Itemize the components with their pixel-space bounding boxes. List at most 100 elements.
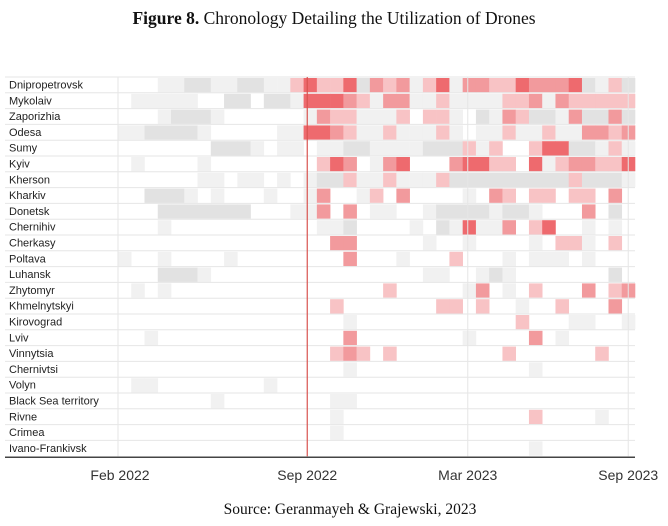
heatmap-cell xyxy=(542,93,556,109)
heatmap-cell xyxy=(157,267,172,282)
heatmap-cell xyxy=(197,109,212,124)
heatmap-cell xyxy=(502,267,516,282)
heatmap-cell xyxy=(581,157,596,172)
heatmap-cell xyxy=(528,125,543,140)
heatmap-cell xyxy=(237,78,251,93)
heatmap-cell xyxy=(528,409,543,425)
heatmap-cell xyxy=(356,109,371,124)
row-label: Chernihiv xyxy=(9,222,56,234)
heatmap-cell xyxy=(409,220,424,235)
row-label: Kirovograd xyxy=(9,317,62,329)
heatmap-cell xyxy=(144,125,159,140)
heatmap-cell xyxy=(184,93,198,109)
row-label: Odesa xyxy=(9,127,42,139)
heatmap-cell xyxy=(581,78,596,93)
heatmap-cell xyxy=(343,78,357,93)
heatmap-cell xyxy=(356,93,371,109)
heatmap-cell xyxy=(396,251,410,267)
heatmap-cell xyxy=(475,93,490,109)
heatmap-cell xyxy=(462,188,477,203)
heatmap-cell xyxy=(528,283,543,298)
heatmap-cell xyxy=(316,172,331,188)
heatmap-cell xyxy=(197,125,212,140)
heatmap-cell xyxy=(210,141,225,156)
heatmap-cell xyxy=(303,93,318,109)
heatmap-cell xyxy=(383,157,397,172)
heatmap-cell xyxy=(475,204,490,219)
heatmap-cell xyxy=(475,283,490,298)
heatmap-cell xyxy=(184,204,198,219)
heatmap-cell xyxy=(316,220,331,235)
heatmap-cell xyxy=(502,109,516,124)
heatmap-cell xyxy=(330,109,344,124)
heatmap-cell xyxy=(608,188,623,203)
heatmap-cell xyxy=(581,109,596,124)
heatmap-cell xyxy=(462,220,477,235)
heatmap-cell xyxy=(542,109,556,124)
heatmap-cell xyxy=(515,109,530,124)
heatmap-cell xyxy=(515,78,530,93)
heatmap-cell xyxy=(542,141,556,156)
heatmap-cell xyxy=(489,267,503,282)
heatmap-cell xyxy=(555,93,570,109)
heatmap-cell xyxy=(608,157,623,172)
heatmap-cell xyxy=(263,78,278,93)
heatmap-cell xyxy=(528,157,543,172)
heatmap-cell xyxy=(449,204,463,219)
heatmap-cell xyxy=(581,125,596,140)
heatmap-cell xyxy=(515,172,530,188)
heatmap-cell xyxy=(608,204,623,219)
heatmap-cell xyxy=(608,299,623,314)
heatmap-cell xyxy=(369,157,384,172)
heatmap-cell xyxy=(356,78,371,93)
heatmap-cell xyxy=(555,172,570,188)
heatmap-cell xyxy=(369,78,384,93)
heatmap-cell xyxy=(131,125,145,140)
heatmap-cell xyxy=(369,188,384,203)
heatmap-cell xyxy=(343,204,357,219)
heatmap-cell xyxy=(436,172,450,188)
heatmap-cell xyxy=(383,204,397,219)
heatmap-cell xyxy=(449,78,463,93)
heatmap-cell xyxy=(396,157,410,172)
heatmap-cell xyxy=(171,78,185,93)
heatmap-cell xyxy=(555,78,570,93)
heatmap-cell xyxy=(462,157,477,172)
heatmap-cell xyxy=(449,93,463,109)
heatmap-cell xyxy=(224,204,238,219)
heatmap-cell xyxy=(528,362,543,377)
heatmap-cell xyxy=(555,236,570,251)
heatmap-cell xyxy=(502,78,516,93)
heatmap-cell xyxy=(250,78,265,93)
heatmap-cell xyxy=(157,93,172,109)
heatmap-cell xyxy=(409,93,424,109)
heatmap-cell xyxy=(157,78,172,93)
heatmap-cell xyxy=(528,220,543,235)
heatmap-cell xyxy=(595,172,609,188)
heatmap-cell xyxy=(263,378,278,393)
heatmap-cell xyxy=(489,125,503,140)
row-labels: Dnipropetrovsk Mykolaiv Zaporizhia Odesa Sum… xyxy=(9,80,99,455)
heatmap-cell xyxy=(237,204,251,219)
heatmap-cell xyxy=(131,93,145,109)
heatmap-cell xyxy=(528,109,543,124)
heatmap-cell xyxy=(316,109,331,124)
heatmap-cell xyxy=(422,125,437,140)
row-label: Rivne xyxy=(9,411,37,423)
heatmap-cell xyxy=(568,93,583,109)
heatmap-cell xyxy=(277,78,291,93)
heatmap-cell xyxy=(581,283,596,298)
x-axis-ticks: Feb 2022 Sep 2022 Mar 2023 Sep 2023 xyxy=(90,467,658,483)
heatmap-cell xyxy=(489,172,503,188)
heatmap-cell xyxy=(224,251,238,267)
heatmap-cell xyxy=(449,220,463,235)
heatmap-cell xyxy=(422,236,437,251)
heatmap-cell xyxy=(343,141,357,156)
heatmap-cell xyxy=(131,378,145,393)
heatmap-cell xyxy=(595,141,609,156)
heatmap-cell xyxy=(396,78,410,93)
row-label: Dnipropetrovsk xyxy=(9,80,83,92)
heatmap-cell xyxy=(197,204,212,219)
heatmap-cell xyxy=(224,141,238,156)
